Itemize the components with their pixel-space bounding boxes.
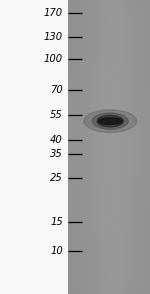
Text: 70: 70	[50, 85, 63, 95]
Text: 130: 130	[44, 32, 63, 42]
Bar	[0, 0, 68, 294]
Text: 35: 35	[50, 149, 63, 159]
Text: 10: 10	[50, 246, 63, 256]
Ellipse shape	[97, 115, 123, 127]
Ellipse shape	[92, 113, 128, 129]
Text: 55: 55	[50, 110, 63, 120]
Text: 40: 40	[50, 135, 63, 145]
Text: 100: 100	[44, 54, 63, 64]
Ellipse shape	[98, 118, 122, 124]
Text: 25: 25	[50, 173, 63, 183]
Ellipse shape	[84, 110, 137, 133]
Text: 15: 15	[50, 217, 63, 227]
Text: 170: 170	[44, 8, 63, 18]
